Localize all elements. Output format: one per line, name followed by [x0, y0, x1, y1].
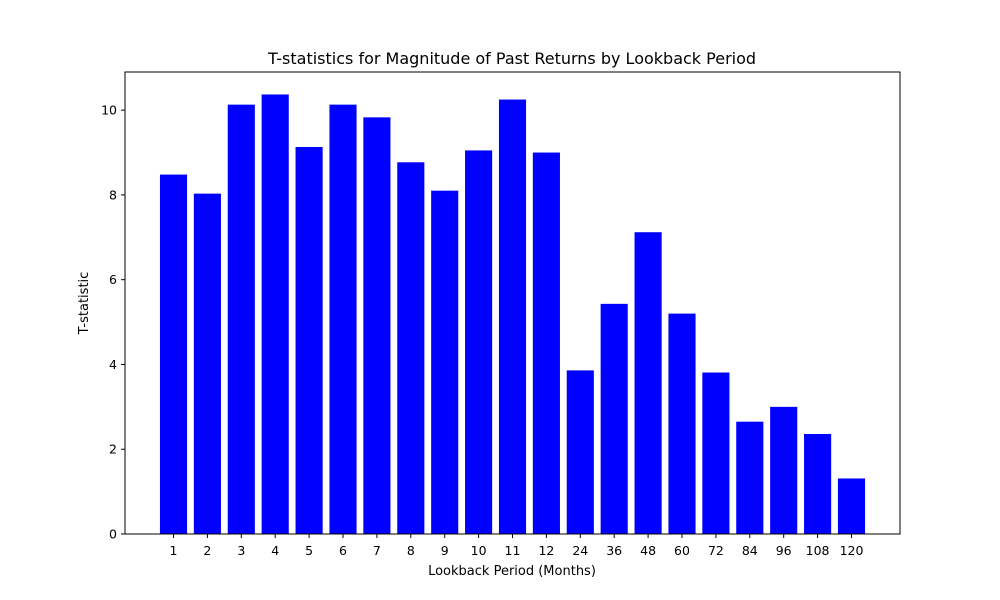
x-tick-label-11: 11	[505, 543, 521, 558]
x-tick-label-1: 1	[170, 543, 178, 558]
x-tick-label-84: 84	[742, 543, 758, 558]
y-tick-label-0: 0	[109, 527, 117, 542]
x-tick-label-36: 36	[606, 543, 622, 558]
bar-84	[736, 421, 764, 534]
x-tick-label-120: 120	[840, 543, 864, 558]
x-tick-label-6: 6	[339, 543, 347, 558]
y-tick-label-6: 6	[109, 272, 117, 287]
bar-60	[668, 313, 696, 534]
bar-4	[261, 94, 289, 534]
bar-96	[770, 406, 798, 534]
x-axis: 1 2 3 4 5 6 7 8 9 10 11 12 24 36 48 60 72 84 96 108 120	[170, 534, 864, 558]
x-tick-label-12: 12	[538, 543, 554, 558]
y-axis-label: T-statistic	[77, 272, 92, 336]
bar-1	[159, 174, 188, 534]
bar-7	[363, 117, 391, 534]
x-tick-label-24: 24	[572, 543, 588, 558]
bar-9	[431, 190, 459, 534]
x-tick-label-5: 5	[305, 543, 313, 558]
bar-8	[397, 162, 425, 534]
bar-24	[566, 370, 594, 534]
x-tick-label-3: 3	[237, 543, 245, 558]
x-tick-label-48: 48	[640, 543, 656, 558]
x-tick-label-7: 7	[373, 543, 381, 558]
bar-108	[804, 433, 832, 534]
bar-3	[227, 104, 255, 535]
x-tick-label-72: 72	[708, 543, 724, 558]
bar-36	[600, 303, 628, 534]
y-tick-label-10: 10	[101, 103, 117, 118]
x-tick-label-96: 96	[776, 543, 792, 558]
x-axis-label: Lookback Period (Months)	[428, 564, 596, 579]
x-tick-label-10: 10	[471, 543, 487, 558]
x-tick-label-8: 8	[407, 543, 415, 558]
bar-12	[532, 152, 560, 534]
bars-group	[159, 94, 866, 535]
x-tick-label-2: 2	[203, 543, 211, 558]
bar-72	[702, 372, 730, 534]
x-tick-label-4: 4	[271, 543, 279, 558]
chart-title: T-statistics for Magnitude of Past Retur…	[267, 49, 756, 68]
x-tick-label-108: 108	[806, 543, 830, 558]
bar-2	[193, 193, 221, 534]
y-tick-label-2: 2	[109, 442, 117, 457]
bar-120	[837, 478, 866, 534]
x-tick-label-60: 60	[674, 543, 690, 558]
y-tick-label-4: 4	[109, 357, 117, 372]
bar-5	[295, 147, 323, 534]
bar-11	[498, 99, 527, 534]
y-tick-label-8: 8	[109, 187, 117, 202]
bar-6	[329, 104, 357, 535]
x-tick-label-9: 9	[441, 543, 449, 558]
bar-10	[465, 150, 493, 534]
y-axis: 0 2 4 6 8 10	[101, 103, 125, 542]
bar-48	[634, 232, 662, 535]
